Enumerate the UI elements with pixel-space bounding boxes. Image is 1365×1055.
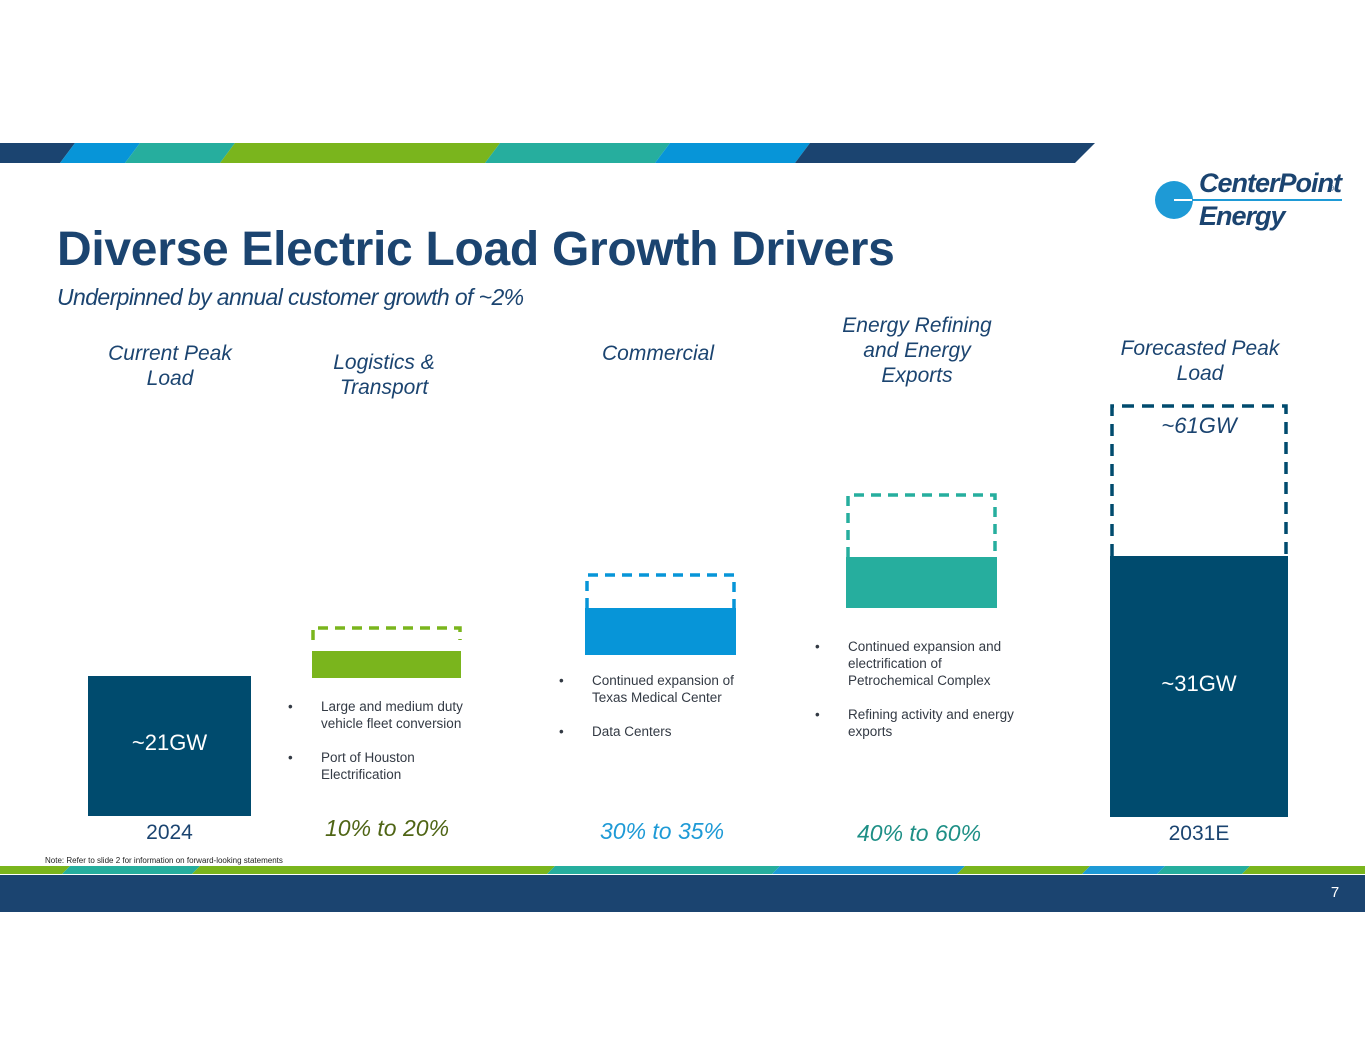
page-title: Diverse Electric Load Growth Drivers	[57, 223, 895, 276]
category-label-commercial: Commercial	[601, 342, 714, 365]
bullet-item: Data Centers	[559, 723, 764, 740]
bar-commercial-solid	[585, 608, 736, 655]
bullets-commercial: Continued expansion of Texas Medical Cen…	[559, 672, 764, 757]
bar-label-2031e: ~31GW	[1161, 671, 1237, 696]
forecast-range-label: ~61GW	[1161, 413, 1237, 438]
growth-range-logistics: 10% to 20%	[324, 815, 450, 841]
logo-word-energy: Energy	[1199, 201, 1286, 231]
growth-range-commercial: 30% to 35%	[599, 818, 725, 844]
bullet-item: Port of Houston Electrification	[288, 749, 493, 783]
bullet-item: Continued expansion and electrification …	[815, 638, 1030, 689]
logo-word-centerpoint: CenterPoint	[1199, 168, 1342, 198]
bullet-item: Large and medium duty vehicle fleet conv…	[288, 698, 493, 732]
top-decorative-stripe	[0, 143, 1095, 163]
bar-2024	[88, 676, 251, 816]
bottom-decorative-band	[0, 866, 1365, 912]
footnote: Note: Refer to slide 2 for information o…	[45, 856, 283, 865]
page-subtitle: Underpinned by annual customer growth of…	[57, 284, 524, 310]
bar-refining-solid	[846, 557, 997, 608]
category-label-current-peak: Current Peak Load	[108, 342, 232, 390]
bullet-item: Continued expansion of Texas Medical Cen…	[559, 672, 764, 706]
category-label-logistics: Logistics & Transport	[333, 351, 435, 399]
logo-registered-mark: ®	[1328, 184, 1334, 193]
bullets-logistics: Large and medium duty vehicle fleet conv…	[288, 698, 493, 800]
category-label-energy-refining: Energy Refining and Energy Exports	[842, 314, 992, 387]
bar-refining-dashed-range	[846, 493, 997, 557]
logo-rule	[1192, 199, 1342, 201]
bar-logistics-dashed-range	[311, 626, 462, 640]
growth-range-refining: 40% to 60%	[856, 820, 982, 846]
page-number: 7	[1330, 884, 1340, 901]
bullets-refining: Continued expansion and electrification …	[815, 638, 1030, 757]
year-label-2024: 2024	[146, 821, 193, 844]
category-label-forecast-peak: Forecasted Peak Load	[1120, 337, 1280, 385]
bar-2031e	[1110, 556, 1288, 817]
bar-label-2024: ~21GW	[131, 730, 208, 755]
bar-commercial-dashed-range	[585, 573, 736, 608]
bar-logistics-solid	[312, 651, 461, 678]
year-label-2031e: 2031E	[1168, 822, 1230, 845]
bullet-item: Refining activity and energy exports	[815, 706, 1030, 740]
centerpoint-energy-logo: CenterPoint ® Energy	[1152, 168, 1342, 238]
